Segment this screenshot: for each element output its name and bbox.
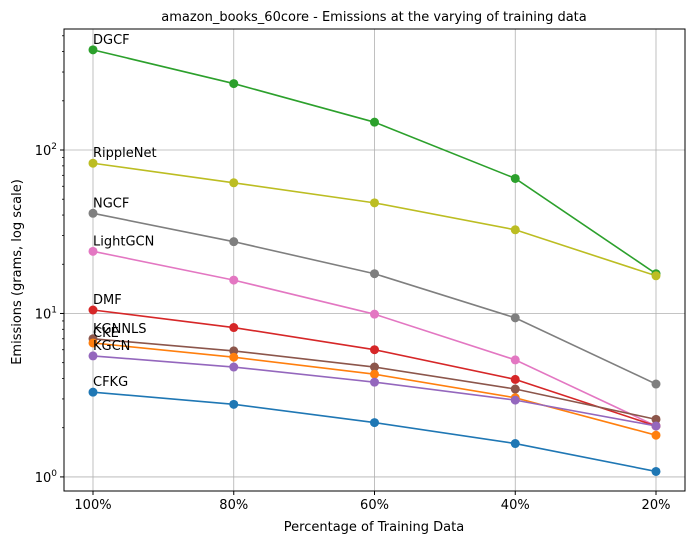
data-point-lightgcn bbox=[88, 246, 98, 256]
x-tick-label: 60% bbox=[360, 498, 389, 513]
data-point-cke bbox=[229, 352, 239, 362]
data-point-cke bbox=[370, 369, 379, 379]
series-labels: DGCF RippleNet NGCF LightGCN DMF KGNNLSCKEKGC… bbox=[93, 33, 157, 390]
data-point-cfkg bbox=[370, 418, 379, 428]
data-point-lightgcn bbox=[510, 355, 520, 365]
data-point-ngcf bbox=[370, 269, 379, 279]
y-axis-title: Emissions (grams, log scale) bbox=[10, 179, 25, 365]
data-point-kgnnls bbox=[651, 414, 661, 424]
data-point-cfkg bbox=[651, 466, 661, 476]
data-point-dmf bbox=[510, 374, 520, 384]
data-point-ripplenet bbox=[370, 198, 379, 208]
data-point-ngcf bbox=[229, 237, 239, 247]
data-point-cke bbox=[88, 338, 98, 348]
y-axis-ticks: 100 101 102 bbox=[35, 35, 64, 486]
data-point-ripplenet bbox=[88, 158, 98, 168]
data-point-cke bbox=[651, 430, 661, 440]
series-label-cke: CKE bbox=[93, 326, 119, 341]
y-tick-label: 101 bbox=[35, 305, 57, 322]
data-point-lightgcn bbox=[370, 309, 379, 319]
series-label-lightgcn: LightGCN bbox=[93, 234, 154, 249]
x-tick-label: 100% bbox=[74, 498, 111, 513]
x-axis-ticks: 100% 80% 60% 40% 20% bbox=[74, 491, 670, 513]
data-point-ngcf bbox=[510, 313, 520, 323]
series-points bbox=[88, 45, 661, 476]
data-point-ripplenet bbox=[229, 178, 239, 188]
data-point-kgcn bbox=[88, 351, 98, 361]
data-point-cfkg bbox=[88, 387, 98, 397]
series-label-dgcf: DGCF bbox=[93, 33, 130, 48]
data-point-ripplenet bbox=[651, 271, 661, 281]
data-point-kgcn bbox=[510, 395, 520, 405]
data-point-cfkg bbox=[229, 399, 239, 409]
series-label-kgcn: KGCN bbox=[93, 339, 130, 354]
series-label-cfkg: CFKG bbox=[93, 375, 128, 390]
y-tick-label: 100 bbox=[35, 469, 58, 486]
data-point-kgnnls bbox=[229, 346, 239, 356]
data-point-dgcf bbox=[510, 173, 520, 183]
data-point-lightgcn bbox=[229, 275, 239, 285]
data-point-kgcn bbox=[370, 377, 379, 387]
data-point-dgcf bbox=[88, 45, 98, 55]
x-tick-label: 40% bbox=[501, 498, 530, 513]
series-label-dmf: DMF bbox=[93, 293, 122, 308]
series-label-ngcf: NGCF bbox=[93, 196, 129, 211]
x-axis-title: Percentage of Training Data bbox=[284, 520, 464, 535]
data-point-ngcf bbox=[88, 208, 98, 218]
y-tick-label: 102 bbox=[35, 142, 57, 159]
data-point-dmf bbox=[88, 305, 98, 315]
data-point-ripplenet bbox=[510, 225, 520, 235]
x-tick-label: 80% bbox=[219, 498, 248, 513]
data-point-kgnnls bbox=[370, 362, 379, 372]
data-point-dmf bbox=[370, 345, 379, 355]
data-point-kgnnls bbox=[510, 384, 520, 394]
data-point-dgcf bbox=[370, 117, 379, 127]
data-point-dgcf bbox=[229, 79, 239, 89]
data-point-dmf bbox=[229, 323, 239, 333]
data-point-kgcn bbox=[229, 362, 239, 372]
chart-title: amazon_books_60core - Emissions at the v… bbox=[161, 10, 587, 25]
series-label-kgnnls: KGNNLS bbox=[93, 322, 147, 337]
series-label-ripplenet: RippleNet bbox=[93, 146, 157, 161]
x-tick-label: 20% bbox=[642, 498, 671, 513]
data-point-cfkg bbox=[510, 439, 520, 449]
data-point-ngcf bbox=[651, 379, 661, 389]
data-point-kgcn bbox=[651, 421, 661, 431]
